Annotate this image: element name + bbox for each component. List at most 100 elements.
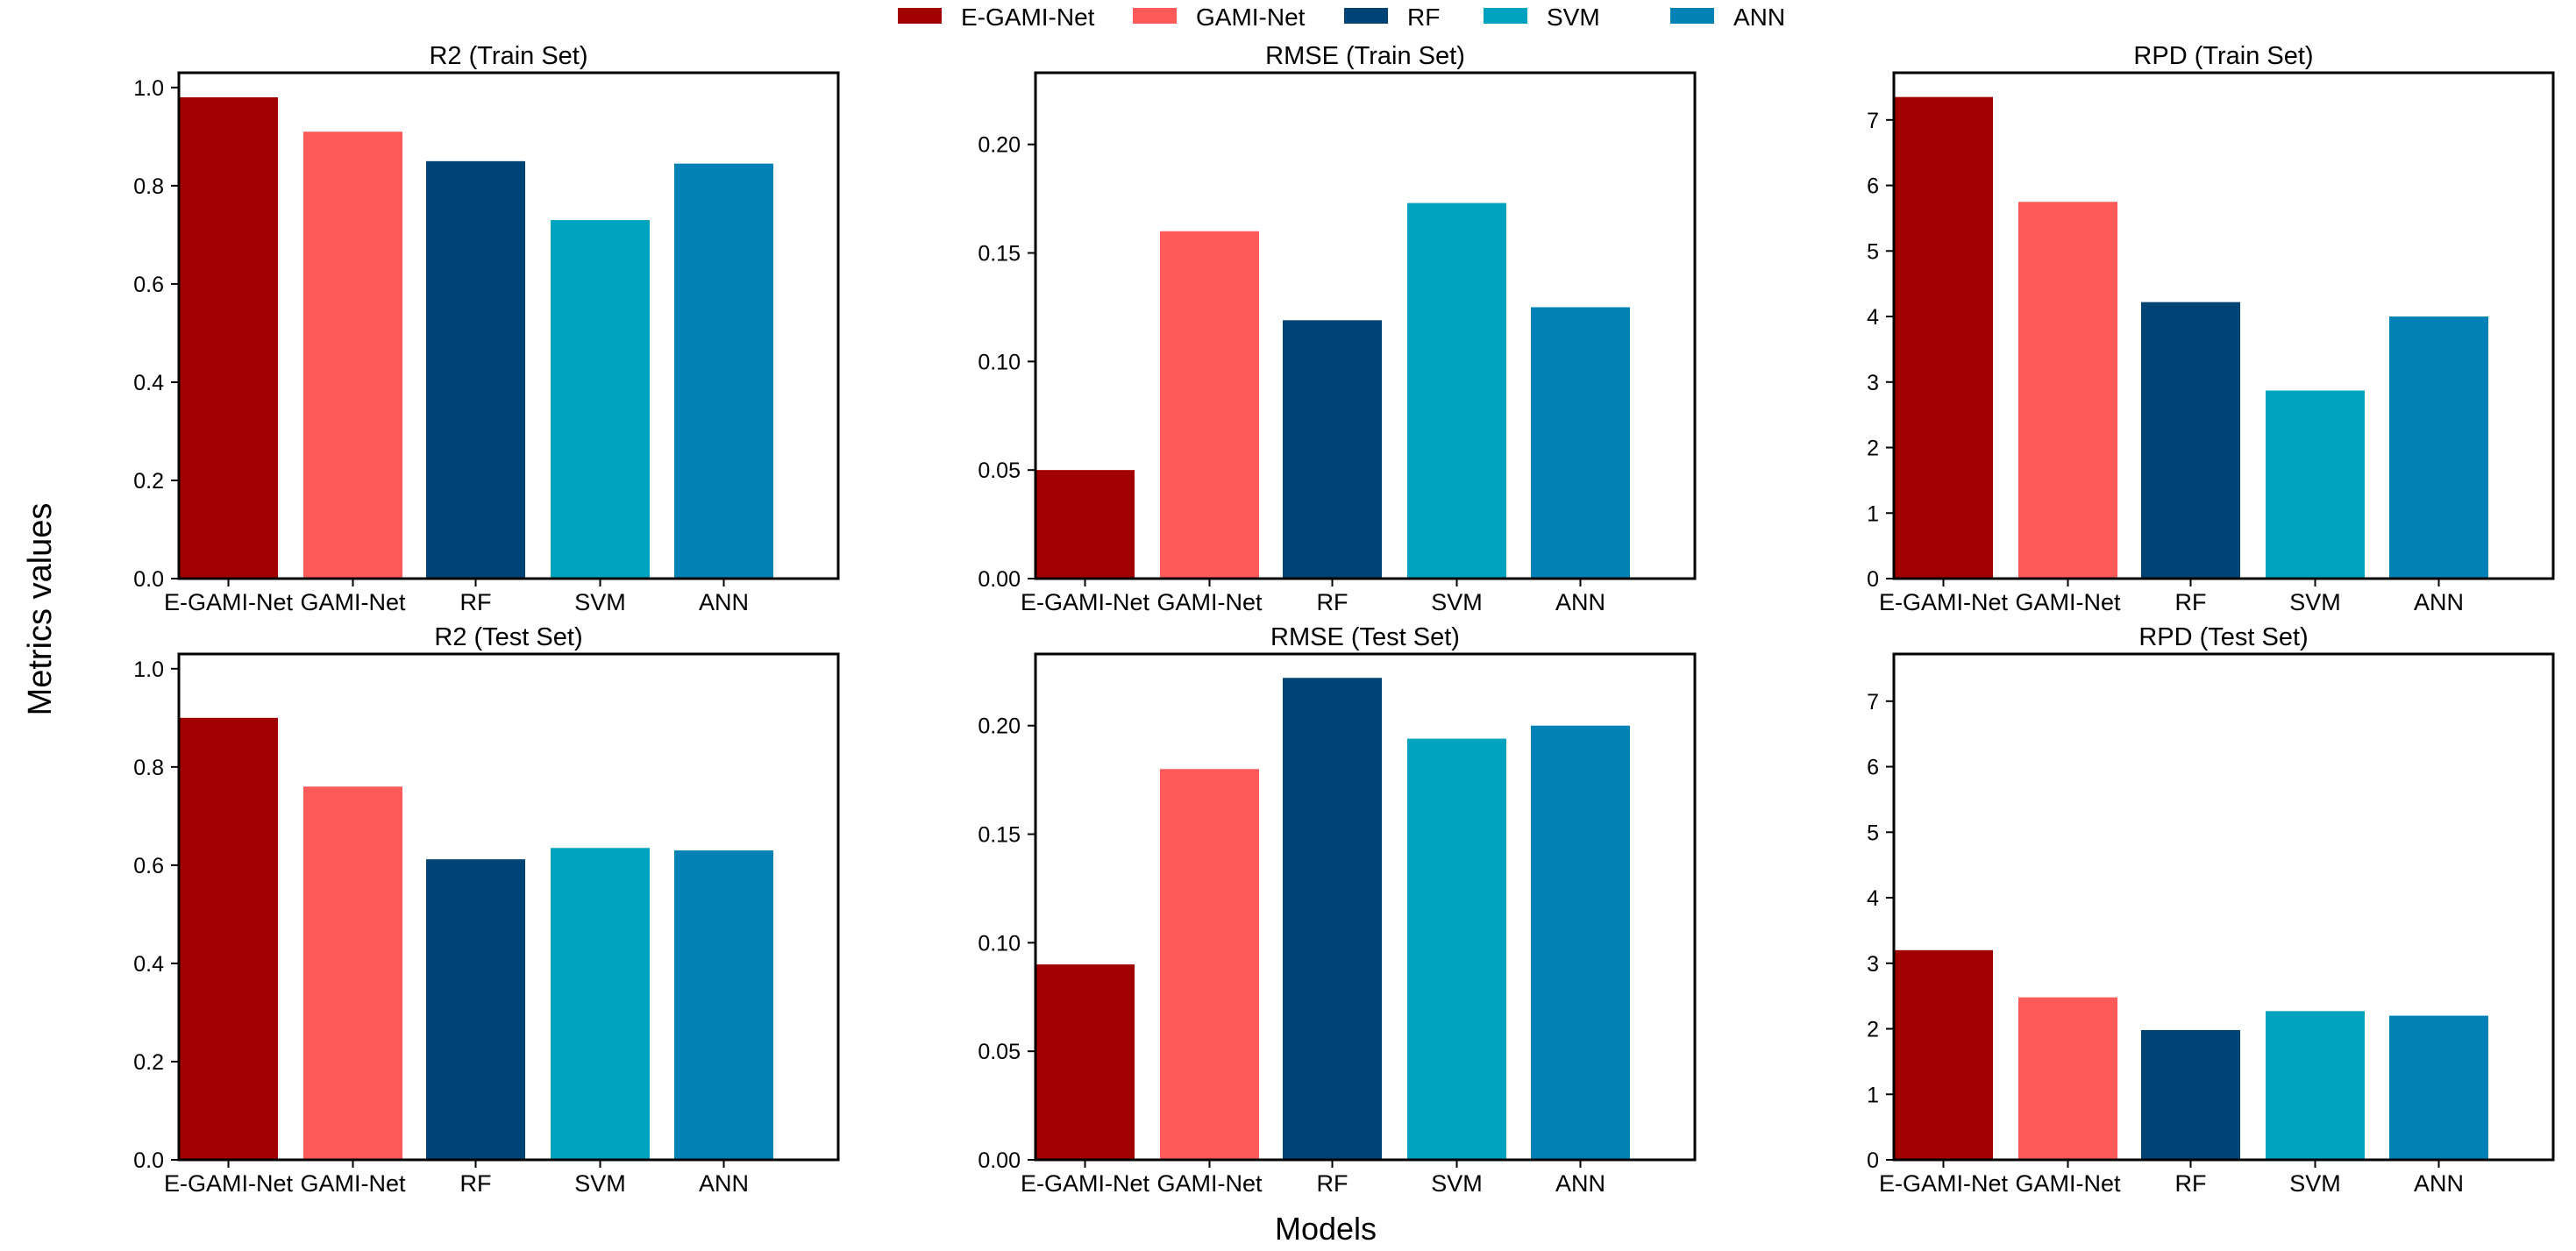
y-tick-label: 0 <box>1867 567 1879 592</box>
legend-label-e-gami-net: E-GAMI-Net <box>961 4 1095 31</box>
y-tick-label: 0.6 <box>133 273 164 297</box>
y-tick-label: 0.20 <box>978 714 1021 739</box>
y-tick-label: 1 <box>1867 1083 1879 1107</box>
bar-gami-net <box>2018 202 2117 579</box>
bar-e-gami-net <box>179 97 278 579</box>
x-tick-label-svm: SVM <box>2289 589 2341 615</box>
bar-svm <box>2266 1011 2365 1160</box>
x-tick-label-rf: RF <box>1317 589 1348 615</box>
plot-frame <box>177 652 840 1162</box>
y-tick-label: 0.4 <box>133 371 164 395</box>
x-tick-label-ann: ANN <box>699 589 749 615</box>
chart-panel-r2-test-set: R2 (Test Set) 0.0 0.2 0.4 0.6 0.8 1.0 E-GAMI-Ne… <box>133 623 840 1197</box>
y-tick-label: 0.0 <box>133 567 164 592</box>
legend-swatch-gami-net <box>1133 8 1177 24</box>
y-tick-label: 7 <box>1867 109 1879 133</box>
bar-e-gami-net <box>1035 470 1135 579</box>
x-tick-label-gami-net: GAMI-Net <box>300 1170 406 1197</box>
x-tick-label-ann: ANN <box>1555 589 1605 615</box>
x-tick-label-gami-net: GAMI-Net <box>2015 589 2121 615</box>
y-tick-label: 0.00 <box>978 1148 1021 1173</box>
bar-e-gami-net <box>1894 949 1993 1160</box>
bar-ann <box>1531 307 1630 579</box>
y-tick-label: 0.4 <box>133 952 164 977</box>
chart-title: RPD (Test Set) <box>2138 623 2308 651</box>
legend-swatch-ann <box>1670 8 1714 24</box>
bar-svm <box>1407 203 1506 579</box>
y-tick-label: 3 <box>1867 371 1879 395</box>
y-tick-label: 3 <box>1867 952 1879 977</box>
chart-title: R2 (Test Set) <box>434 623 582 651</box>
y-tick-label: 2 <box>1867 1018 1879 1042</box>
legend-label-ann: ANN <box>1733 4 1785 31</box>
bar-svm <box>1407 738 1506 1160</box>
x-tick-label-ann: ANN <box>699 1170 749 1197</box>
legend-swatch-e-gami-net <box>898 8 942 24</box>
x-tick-label-gami-net: GAMI-Net <box>1156 589 1263 615</box>
bar-rf <box>426 859 525 1160</box>
x-tick-label-e-gami-net: E-GAMI-Net <box>1021 589 1150 615</box>
x-tick-label-e-gami-net: E-GAMI-Net <box>1879 1170 2009 1197</box>
plot-frame <box>1034 71 1697 580</box>
x-tick-label-svm: SVM <box>1431 589 1483 615</box>
bar-ann <box>674 850 773 1160</box>
bar-gami-net <box>1160 769 1259 1160</box>
x-tick-label-ann: ANN <box>2414 1170 2464 1197</box>
bar-rf <box>1283 678 1382 1160</box>
plot-frame <box>1892 652 2555 1162</box>
bar-e-gami-net <box>179 717 278 1160</box>
bar-gami-net <box>2018 997 2117 1160</box>
x-tick-label-gami-net: GAMI-Net <box>1156 1170 1263 1197</box>
y-tick-label: 0.10 <box>978 931 1021 956</box>
y-tick-label: 1.0 <box>133 76 164 101</box>
bar-gami-net <box>303 131 402 579</box>
y-tick-label: 0.20 <box>978 133 1021 158</box>
legend-swatch-svm <box>1484 8 1527 24</box>
bar-ann <box>1531 725 1630 1160</box>
y-tick-label: 0.2 <box>133 1050 164 1075</box>
y-tick-label: 0.05 <box>978 458 1021 483</box>
y-tick-label: 4 <box>1867 305 1879 330</box>
x-tick-label-rf: RF <box>2175 1170 2207 1197</box>
bar-svm <box>2266 390 2365 579</box>
legend-swatch-rf <box>1344 8 1388 24</box>
x-tick-label-svm: SVM <box>1431 1170 1483 1197</box>
y-tick-label: 5 <box>1867 239 1879 264</box>
bar-rf <box>2141 1030 2240 1160</box>
chart-panels: R2 (Train Set) 0.0 0.2 0.4 0.6 0.8 1.0 E-GAMI-N… <box>133 42 2555 1197</box>
y-tick-label: 1.0 <box>133 657 164 682</box>
y-tick-label: 6 <box>1867 174 1879 199</box>
y-tick-label: 6 <box>1867 756 1879 780</box>
y-tick-label: 0 <box>1867 1148 1879 1173</box>
y-tick-label: 1 <box>1867 501 1879 526</box>
bar-gami-net <box>1160 231 1259 579</box>
x-tick-label-rf: RF <box>1317 1170 1348 1197</box>
x-tick-label-ann: ANN <box>1555 1170 1605 1197</box>
y-tick-label: 0.15 <box>978 242 1021 267</box>
bar-svm <box>551 220 650 579</box>
chart-title: RPD (Train Set) <box>2133 42 2313 70</box>
chart-title: RMSE (Train Set) <box>1265 42 1465 70</box>
bar-ann <box>2389 316 2488 579</box>
figure-x-label: Models <box>1275 1211 1377 1247</box>
chart-title: RMSE (Test Set) <box>1270 623 1460 651</box>
x-tick-label-ann: ANN <box>2414 589 2464 615</box>
x-tick-label-svm: SVM <box>574 589 626 615</box>
y-tick-label: 5 <box>1867 821 1879 845</box>
y-tick-label: 0.15 <box>978 823 1021 848</box>
x-tick-label-rf: RF <box>2175 589 2207 615</box>
x-tick-label-rf: RF <box>460 589 492 615</box>
y-tick-label: 4 <box>1867 886 1879 911</box>
x-tick-label-svm: SVM <box>2289 1170 2341 1197</box>
chart-panel-rpd-train-set: RPD (Train Set) 0 1 2 3 4 5 6 7 E-GAMI-Net GAMI-Ne… <box>1867 42 2555 615</box>
x-tick-label-rf: RF <box>460 1170 492 1197</box>
legend-label-rf: RF <box>1407 4 1440 31</box>
bar-gami-net <box>303 786 402 1160</box>
legend-label-svm: SVM <box>1547 4 1600 31</box>
y-tick-label: 0.6 <box>133 854 164 878</box>
bar-svm <box>551 848 650 1160</box>
y-tick-label: 0.0 <box>133 1148 164 1173</box>
bar-e-gami-net <box>1035 964 1135 1160</box>
legend: E-GAMI-Net GAMI-Net RF SVM ANN <box>898 4 1785 31</box>
x-tick-label-e-gami-net: E-GAMI-Net <box>1879 589 2009 615</box>
